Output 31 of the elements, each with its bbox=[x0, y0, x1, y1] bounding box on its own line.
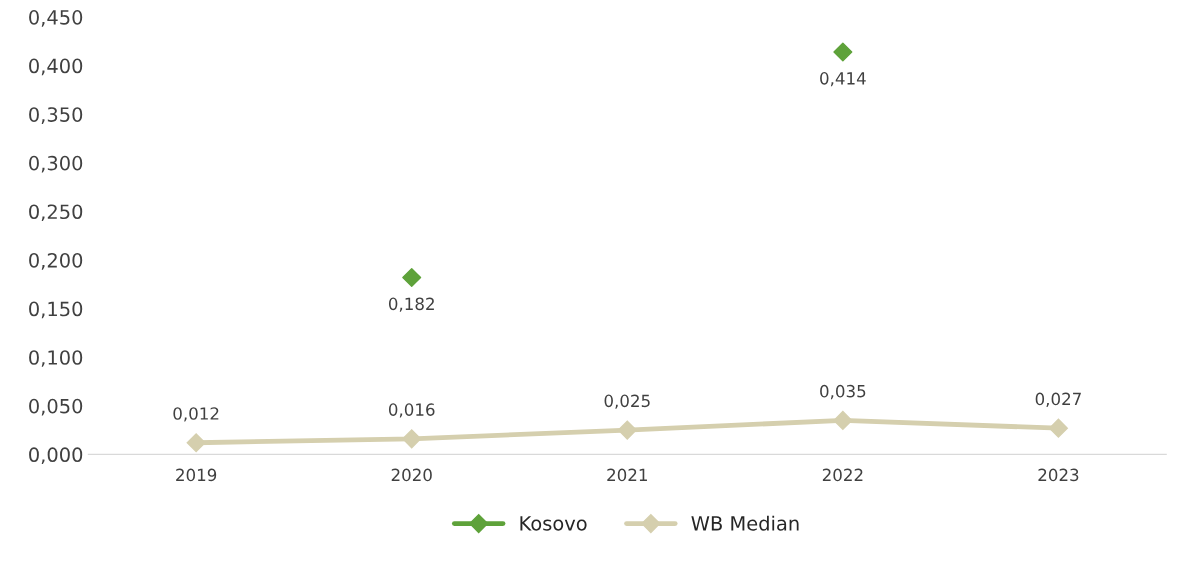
point bbox=[402, 267, 422, 288]
y-tick-label: 0,050 bbox=[29, 398, 83, 416]
data-label: 0,414 bbox=[820, 72, 866, 87]
y-tick-label: 0,100 bbox=[29, 350, 83, 367]
legend-label: WB Median bbox=[691, 515, 799, 531]
y-tick-label: 0,400 bbox=[29, 58, 83, 76]
point bbox=[402, 429, 422, 449]
x-tick-label: 2022 bbox=[822, 468, 863, 482]
y-tick-label: 0,150 bbox=[29, 301, 83, 319]
data-label: 0,012 bbox=[173, 407, 219, 422]
x-tick-label: 2021 bbox=[607, 468, 647, 482]
point bbox=[617, 420, 637, 440]
data-label: 0,025 bbox=[604, 394, 650, 409]
y-tick-label: 0,450 bbox=[29, 10, 83, 27]
data-label: 0,035 bbox=[820, 384, 866, 400]
point bbox=[833, 410, 853, 430]
y-tick-label: 0,350 bbox=[29, 107, 83, 124]
y-tick-label: 0,200 bbox=[29, 252, 83, 270]
y-tick-label: 0,000 bbox=[29, 447, 83, 465]
point bbox=[186, 433, 206, 453]
point bbox=[833, 42, 853, 62]
y-tick-label: 0,300 bbox=[29, 155, 83, 173]
x-tick-label: 2023 bbox=[1038, 468, 1079, 482]
x-tick-label: 2019 bbox=[176, 468, 217, 482]
data-label: 0,182 bbox=[388, 297, 434, 312]
data-label: 0,016 bbox=[388, 403, 435, 418]
x-tick-label: 2020 bbox=[391, 468, 432, 482]
data-label: 0,027 bbox=[1035, 392, 1081, 407]
y-tick-label: 0,250 bbox=[29, 204, 83, 222]
point bbox=[1048, 418, 1068, 438]
legend-label: Kosovo bbox=[520, 516, 587, 531]
